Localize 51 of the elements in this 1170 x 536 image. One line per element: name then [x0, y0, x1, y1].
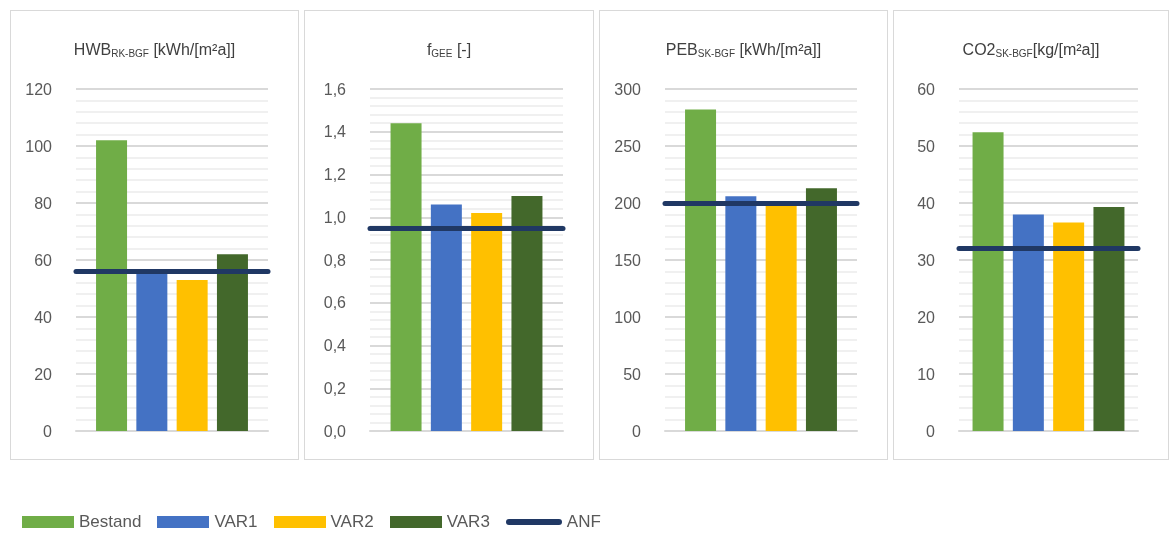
bar — [176, 279, 208, 431]
bar — [805, 188, 837, 431]
y-tick-label: 0,0 — [323, 422, 347, 440]
y-tick-label: 120 — [25, 80, 53, 98]
y-tick-label: 60 — [34, 251, 53, 269]
legend-label: VAR3 — [446, 512, 490, 532]
y-tick-label: 0,2 — [323, 379, 347, 397]
y-tick-label: 60 — [917, 80, 936, 98]
bar — [511, 195, 543, 431]
bar — [1012, 214, 1044, 431]
y-tick-label: 0 — [43, 422, 53, 440]
y-tick-label: 40 — [917, 194, 936, 212]
y-tick-label: 0,8 — [323, 251, 347, 269]
y-tick-label: 1,6 — [323, 80, 347, 98]
y-tick-label: 20 — [34, 365, 53, 383]
y-tick-label: 100 — [614, 308, 642, 326]
y-tick-label: 30 — [917, 251, 936, 269]
y-tick-label: 1,0 — [323, 208, 347, 226]
y-tick-label: 0 — [632, 422, 642, 440]
bar — [96, 140, 128, 431]
bar — [390, 123, 422, 431]
legend-label: ANF — [566, 512, 601, 532]
y-tick-label: 1,2 — [323, 166, 347, 183]
y-tick-label: 0,6 — [323, 294, 347, 312]
y-tick-label: 250 — [614, 137, 642, 155]
y-tick-label: 100 — [25, 137, 53, 155]
bar — [430, 204, 462, 431]
y-tick-label: 1,4 — [323, 123, 347, 141]
bar — [685, 109, 717, 431]
legend-label: Bestand — [79, 512, 142, 532]
bar — [765, 205, 797, 431]
y-tick-label: 150 — [614, 251, 642, 269]
y-tick-label: 0 — [926, 422, 936, 440]
y-tick-label: 50 — [623, 365, 642, 383]
bar — [216, 254, 248, 431]
y-tick-label: 0,4 — [323, 337, 347, 354]
y-tick-label: 50 — [917, 137, 936, 155]
bar — [471, 212, 503, 431]
legend-label: VAR2 — [330, 512, 374, 532]
y-tick-label: 200 — [614, 194, 642, 212]
bar — [136, 271, 168, 431]
bar — [972, 132, 1004, 431]
y-tick-label: 300 — [614, 80, 642, 98]
y-tick-label: 80 — [34, 194, 53, 212]
bar — [1053, 222, 1085, 431]
y-tick-label: 10 — [917, 365, 936, 383]
bar — [1093, 206, 1125, 431]
legend-label: VAR1 — [214, 512, 258, 532]
bar — [725, 196, 757, 431]
y-tick-label: 20 — [917, 308, 936, 326]
y-tick-label: 40 — [34, 308, 53, 326]
